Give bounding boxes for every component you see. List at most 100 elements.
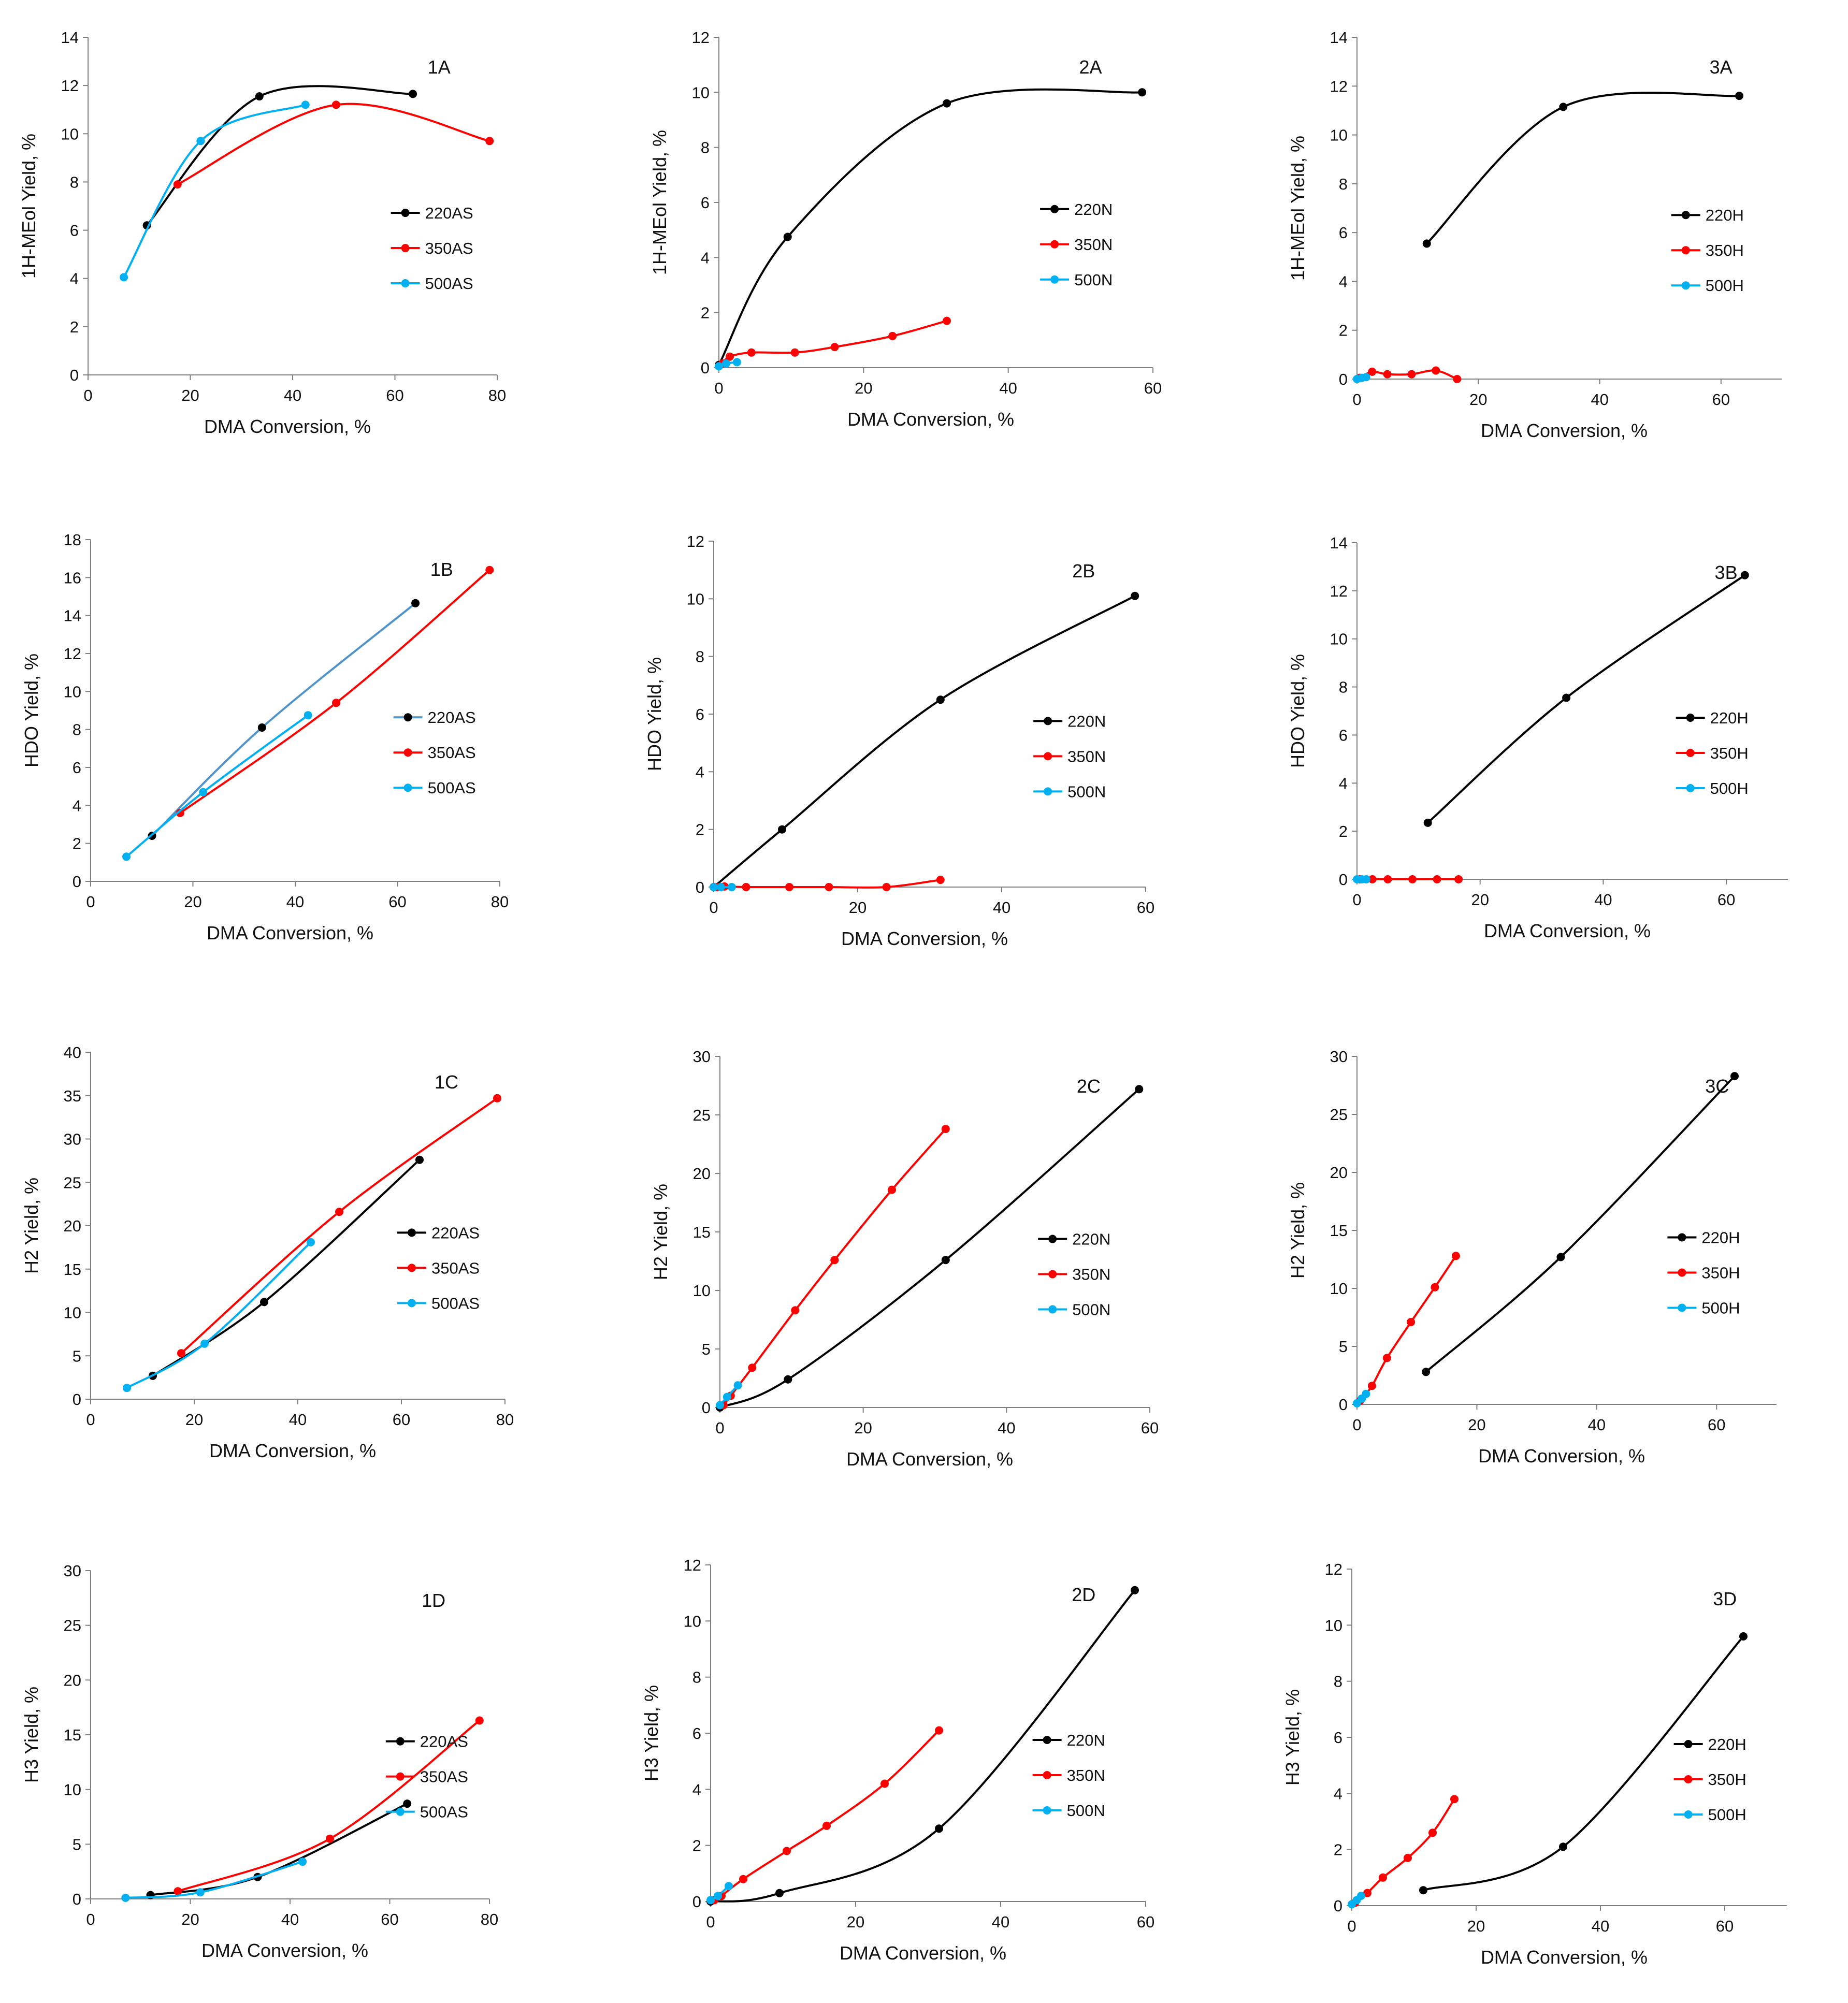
y-tick-label: 0 (701, 359, 710, 377)
y-tick-label: 6 (696, 705, 704, 723)
y-tick-label: 25 (64, 1617, 81, 1635)
data-point-220h (1422, 239, 1431, 248)
y-tick-label: 6 (1339, 726, 1348, 744)
y-tick-label: 4 (1334, 1784, 1342, 1803)
x-tick-label: 80 (488, 386, 506, 404)
panel-label-2b: 2B (1072, 560, 1095, 582)
x-tick-label: 0 (714, 379, 723, 397)
data-point-350h (1368, 875, 1377, 883)
legend-marker-220n (1050, 205, 1059, 213)
data-point-220as (255, 92, 264, 101)
y-tick-label: 20 (64, 1217, 81, 1235)
y-tick-label: 6 (73, 759, 81, 777)
x-tick-label: 80 (496, 1411, 514, 1429)
legend-label-220h: 220H (1706, 206, 1744, 224)
legend-label-220as: 220AS (425, 204, 473, 222)
x-tick-label: 20 (849, 898, 867, 917)
y-tick-label: 14 (64, 607, 81, 625)
data-point-350n (785, 883, 793, 891)
y-tick-label: 4 (701, 249, 710, 267)
y-tick-label: 20 (1330, 1164, 1348, 1182)
y-tick-label: 2 (73, 835, 81, 853)
y-tick-label: 10 (64, 683, 81, 701)
y-tick-label: 6 (1339, 224, 1348, 242)
legend-label-500as: 500AS (428, 779, 476, 797)
y-tick-label: 14 (1330, 534, 1348, 552)
data-point-220n (936, 695, 945, 704)
legend-label-350h: 350H (1708, 1770, 1746, 1789)
y-tick-label: 10 (64, 1781, 81, 1799)
x-axis-label-2b: DMA Conversion, % (841, 928, 1008, 949)
data-point-500n (723, 1392, 731, 1401)
data-point-350n (936, 876, 945, 884)
y-tick-label: 18 (64, 531, 81, 549)
data-point-220as (415, 1155, 424, 1164)
legend-marker-500n (1048, 1305, 1057, 1314)
x-axis-label-2a: DMA Conversion, % (847, 409, 1014, 430)
y-tick-label: 10 (64, 1304, 81, 1322)
x-axis-label-1c: DMA Conversion, % (209, 1440, 376, 1461)
legend-label-220as: 220AS (428, 708, 476, 727)
data-point-350n (726, 352, 734, 361)
x-axis-label-1d: DMA Conversion, % (201, 1940, 368, 1961)
y-tick-label: 8 (701, 139, 710, 157)
panel-label-2c: 2C (1077, 1076, 1101, 1097)
legend-marker-220h (1684, 1740, 1693, 1748)
legend-label-350as: 350AS (420, 1768, 468, 1786)
panel-label-2a: 2A (1079, 56, 1102, 78)
legend-marker-350as (403, 748, 412, 757)
y-tick-label: 4 (70, 270, 79, 288)
data-point-220n (784, 1375, 792, 1384)
y-tick-label: 12 (687, 532, 704, 550)
legend-label-500as: 500AS (431, 1294, 480, 1312)
data-point-500h (1362, 875, 1370, 883)
legend-marker-220as (401, 209, 410, 217)
x-tick-label: 80 (491, 893, 509, 911)
data-point-350n (888, 1185, 896, 1194)
x-tick-label: 0 (1347, 1917, 1356, 1935)
data-point-500h (1357, 1892, 1365, 1900)
data-point-350as (174, 1887, 182, 1896)
y-tick-label: 6 (692, 1724, 701, 1743)
legend-marker-500as (396, 1807, 405, 1816)
x-axis-label-2d: DMA Conversion, % (840, 1942, 1006, 1964)
data-point-350h (1404, 1853, 1412, 1862)
data-point-350h (1379, 1873, 1387, 1882)
y-tick-label: 0 (692, 1893, 701, 1911)
legend-label-350n: 350N (1072, 1266, 1110, 1284)
data-point-350h (1450, 1795, 1459, 1804)
y-tick-label: 30 (64, 1562, 81, 1580)
legend-label-500h: 500H (1706, 277, 1744, 295)
series-line-500as (123, 104, 307, 279)
y-tick-label: 25 (1330, 1106, 1348, 1124)
series-line-220n (719, 1088, 1140, 1409)
data-point-220h (1740, 571, 1749, 579)
series-line-350n (721, 320, 948, 365)
legend-marker-220h (1678, 1233, 1686, 1242)
y-axis-label-3a: 1H-MEol Yield, % (1287, 136, 1308, 281)
data-point-350as (335, 1208, 343, 1216)
x-tick-label: 20 (1471, 891, 1489, 909)
data-point-350as (485, 565, 494, 574)
legend-marker-350n (1043, 1771, 1051, 1779)
series-line-220h (1425, 92, 1740, 245)
y-tick-label: 14 (61, 28, 79, 47)
legend-label-500as: 500AS (420, 1803, 468, 1821)
data-point-220h (1559, 103, 1568, 111)
data-point-220h (1730, 1072, 1739, 1081)
y-tick-label: 12 (1330, 77, 1348, 95)
x-tick-label: 0 (706, 1913, 715, 1931)
legend-marker-220h (1686, 714, 1695, 722)
series-line-220h (1422, 1635, 1744, 1892)
data-point-500as (121, 1893, 130, 1902)
x-tick-label: 20 (1469, 390, 1487, 409)
chart-panel-3a: 0 2 4 6 8 10 12 14 0 20 40 60 DMA Conversion, % 1H-ME… (1287, 28, 1782, 441)
data-point-350h (1454, 875, 1463, 883)
y-axis-label-3c: H2 Yield, % (1287, 1182, 1308, 1279)
x-tick-label: 60 (1144, 379, 1162, 397)
y-tick-label: 4 (696, 763, 704, 781)
y-tick-label: 10 (1325, 1616, 1342, 1634)
x-axis-label-1b: DMA Conversion, % (207, 922, 373, 944)
legend-marker-350n (1048, 1270, 1057, 1279)
